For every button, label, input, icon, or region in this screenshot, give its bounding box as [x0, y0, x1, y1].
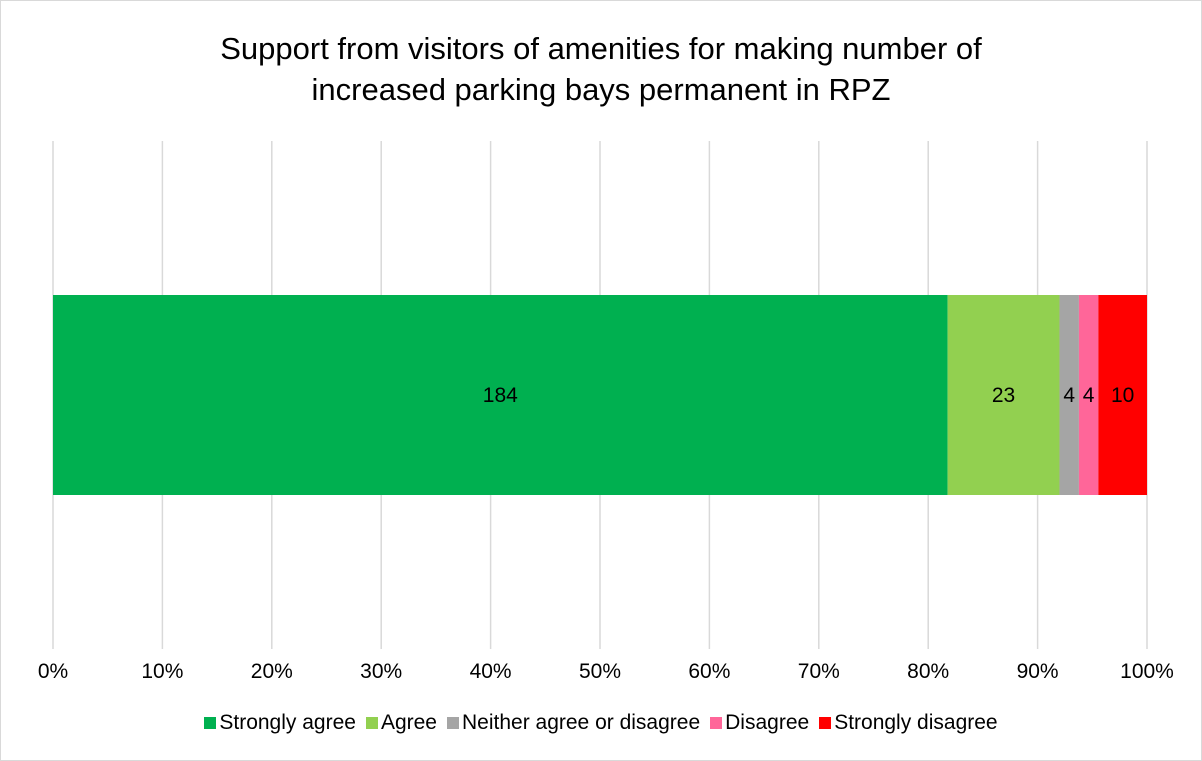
bar-segment — [53, 295, 948, 495]
data-label: 23 — [992, 384, 1015, 407]
x-tick-label: 90% — [1017, 660, 1059, 683]
legend-label: Disagree — [725, 711, 810, 734]
x-tick-label: 70% — [798, 660, 840, 683]
legend-item: Strongly disagree — [819, 711, 998, 735]
chart-title: Support from visitors of amenities for m… — [1, 28, 1201, 110]
bar-segment — [1059, 295, 1079, 495]
legend-label: Agree — [380, 711, 437, 734]
x-tick-label: 10% — [141, 660, 183, 683]
chart-title-line-1: Support from visitors of amenities for m… — [220, 31, 982, 66]
legend-swatch — [710, 717, 723, 729]
bar-segment — [947, 295, 1060, 495]
data-labels: 184 23 4 4 10 — [483, 384, 1135, 407]
legend-swatch — [204, 717, 217, 729]
x-tick-label: 100% — [1120, 660, 1174, 683]
x-tick-label: 80% — [907, 660, 949, 683]
x-tick-label: 50% — [579, 660, 621, 683]
legend: Strongly agree Agree Neither agree or disa… — [1, 711, 1201, 735]
bar-segment — [1078, 295, 1099, 495]
x-tick-label: 60% — [688, 660, 730, 683]
legend-item: Agree — [365, 711, 437, 735]
legend-label: Neither agree or disagree — [462, 711, 701, 734]
legend-swatch — [819, 717, 832, 729]
legend-swatch — [447, 717, 459, 729]
legend-item: Disagree — [710, 711, 809, 735]
data-label: 10 — [1111, 384, 1134, 407]
x-tick-label: 40% — [470, 660, 512, 683]
legend-item: Neither agree or disagree — [447, 711, 700, 735]
x-tick-label: 30% — [360, 660, 402, 683]
data-label: 4 — [1063, 384, 1075, 407]
x-tick-label: 0% — [38, 660, 68, 683]
legend-label: Strongly agree — [219, 711, 356, 734]
data-label: 4 — [1083, 384, 1095, 407]
legend-swatch — [365, 717, 378, 729]
bar-segment — [1098, 295, 1147, 495]
legend-label: Strongly disagree — [834, 711, 998, 734]
x-tick-label: 20% — [251, 660, 293, 683]
legend-item: Strongly agree — [204, 711, 356, 735]
x-axis-ticks: 0% 10% 20% 30% 40% 50% 60% 70% 80% 90% 100% — [38, 660, 1174, 683]
data-label: 184 — [483, 384, 518, 407]
bar-segments — [53, 295, 1147, 495]
chart-title-line-2: increased parking bays permanent in RPZ — [311, 72, 891, 107]
